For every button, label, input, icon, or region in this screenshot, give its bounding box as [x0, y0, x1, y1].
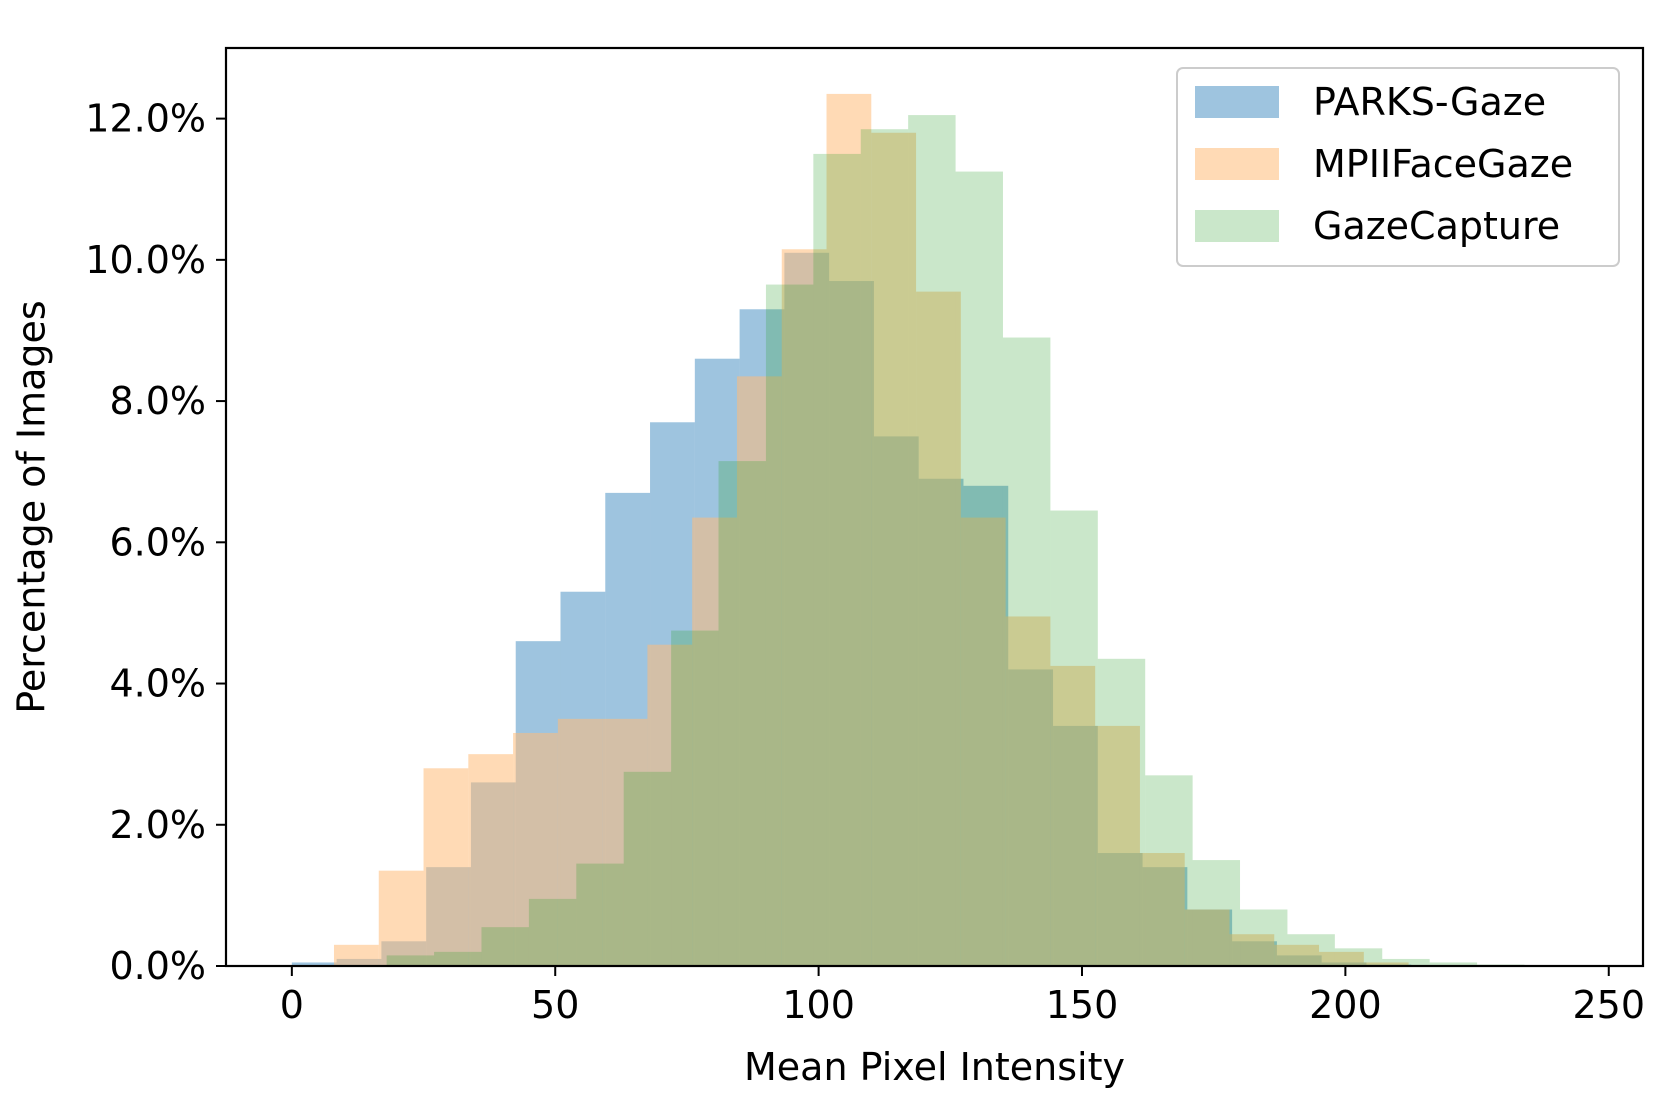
- histogram-bar: [513, 732, 558, 966]
- histogram-bar: [908, 115, 956, 967]
- histogram-bar: [423, 768, 469, 966]
- y-tick-label: 6.0%: [109, 520, 206, 564]
- histogram-bar: [1145, 775, 1193, 966]
- histogram-bar: [1363, 962, 1409, 966]
- histogram-bar: [528, 898, 577, 966]
- y-tick-label: 12.0%: [85, 97, 206, 141]
- histogram-bar: [386, 955, 435, 966]
- x-tick-label: 200: [1309, 983, 1382, 1027]
- histogram-bar: [1095, 725, 1140, 966]
- x-axis-ticks: 0 50 100 150 200 250: [280, 966, 1645, 1027]
- histogram-bar: [1382, 958, 1430, 966]
- y-tick-label: 0.0%: [109, 944, 206, 988]
- histogram-bar: [813, 153, 861, 966]
- x-axis-label: Mean Pixel Intensity: [744, 1045, 1125, 1089]
- series-2-bars: [386, 115, 1525, 967]
- histogram-bar: [1050, 510, 1098, 966]
- histogram-bar: [468, 754, 514, 966]
- legend-label: PARKS-Gaze: [1313, 80, 1546, 124]
- y-axis-label: Percentage of Images: [10, 300, 54, 713]
- x-tick-label: 50: [531, 983, 579, 1027]
- histogram-bar: [1184, 909, 1230, 966]
- x-tick-label: 100: [782, 983, 855, 1027]
- histogram-bar: [692, 517, 737, 966]
- histogram-bar: [1287, 934, 1335, 966]
- histogram-bar: [1319, 951, 1364, 966]
- histogram-bar: [1429, 962, 1478, 966]
- histogram-bar: [1139, 853, 1185, 966]
- histogram-bar: [1274, 944, 1320, 966]
- histogram-bar: [916, 291, 961, 967]
- histogram-bar: [826, 93, 872, 966]
- histogram-bar: [960, 517, 1006, 966]
- histogram-bar: [602, 718, 648, 966]
- histogram-bar: [871, 132, 917, 966]
- legend: PARKS-Gaze MPIIFaceGaze GazeCapture: [1176, 67, 1620, 267]
- legend-label: MPIIFaceGaze: [1313, 142, 1573, 186]
- histogram-bars: [291, 93, 1525, 967]
- histogram-bar: [1192, 860, 1241, 966]
- histogram-bar: [671, 630, 719, 966]
- y-tick-label: 2.0%: [109, 803, 206, 847]
- histogram-bar: [1334, 948, 1383, 966]
- histogram-bar: [1229, 934, 1275, 966]
- legend-swatch: [1195, 148, 1279, 180]
- histogram-bar: [1097, 658, 1146, 966]
- histogram-bar: [557, 718, 603, 966]
- y-tick-label: 4.0%: [109, 662, 206, 706]
- histogram-bar: [434, 951, 482, 966]
- histogram-bar: [765, 284, 814, 966]
- histogram-bar: [647, 644, 693, 966]
- histogram-bar: [333, 944, 379, 966]
- histogram-bar: [860, 129, 909, 966]
- x-tick-label: 0: [280, 983, 304, 1027]
- histogram-bar: [1005, 616, 1051, 966]
- histogram-bar: [718, 461, 766, 966]
- histogram-bar: [481, 927, 529, 966]
- y-axis-ticks: 0.0% 2.0% 4.0% 6.0% 8.0% 10.0% 12.0%: [85, 97, 226, 988]
- histogram-bar: [1240, 909, 1288, 966]
- histogram-bar: [1050, 665, 1096, 966]
- y-tick-label: 10.0%: [85, 238, 206, 282]
- histogram-bar: [576, 863, 624, 966]
- x-tick-label: 150: [1046, 983, 1119, 1027]
- histogram-bar: [781, 249, 827, 966]
- histogram-bar: [736, 376, 782, 966]
- histogram-bar: [955, 171, 1003, 967]
- legend-label: GazeCapture: [1313, 204, 1560, 248]
- histogram-bar: [1002, 337, 1051, 966]
- y-tick-label: 8.0%: [109, 379, 206, 423]
- histogram-bar: [378, 870, 424, 966]
- histogram-bar: [623, 771, 672, 966]
- x-tick-label: 250: [1572, 983, 1645, 1027]
- legend-box: [1176, 67, 1620, 267]
- histogram-bar: [291, 962, 337, 966]
- plot-frame: [224, 46, 1645, 968]
- series-1-bars: [333, 93, 1409, 967]
- legend-swatch: [1195, 210, 1279, 242]
- legend-swatch: [1195, 86, 1279, 118]
